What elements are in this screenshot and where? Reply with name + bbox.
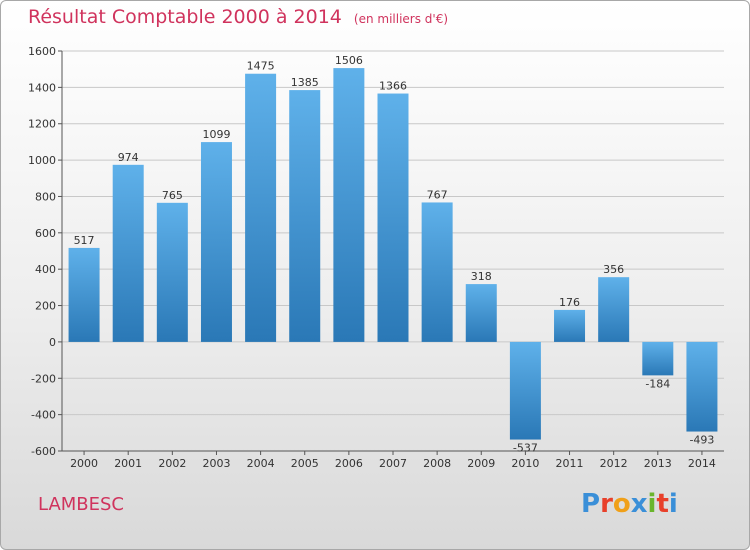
y-tick-label: 1600: [28, 45, 56, 58]
y-tick-label: -600: [31, 445, 56, 458]
data-label-2008: 767: [427, 188, 448, 201]
y-tick-label: 1200: [28, 118, 56, 131]
bar-2007: [377, 93, 409, 342]
bar-2011: [554, 309, 586, 342]
logo-letter: r: [600, 489, 613, 519]
bar-2000: [68, 247, 100, 342]
bars: [68, 68, 718, 440]
chart-title-text: Résultat Comptable 2000 à 2014: [28, 6, 342, 28]
bar-2013: [642, 341, 674, 376]
data-label-2012: 356: [603, 263, 624, 276]
data-label-2003: 1099: [202, 128, 230, 141]
data-label-2014: -493: [689, 434, 714, 447]
logo-letter: i: [668, 489, 678, 519]
data-label-2004: 1475: [247, 60, 275, 73]
data-label-2010: -537: [513, 442, 538, 455]
chart-title: Résultat Comptable 2000 à 2014 (en millie…: [28, 6, 448, 28]
y-tick-label: 1400: [28, 81, 56, 94]
y-tick-label: 0: [49, 336, 56, 349]
data-label-2005: 1385: [291, 76, 319, 89]
y-tick-label: 600: [35, 227, 56, 240]
x-tick-label-2010: 2010: [511, 457, 539, 470]
data-label-2002: 765: [162, 189, 183, 202]
x-tick-label-2001: 2001: [114, 457, 142, 470]
data-label-2006: 1506: [335, 54, 363, 67]
x-tick-label-2013: 2013: [644, 457, 672, 470]
bar-2002: [156, 202, 188, 342]
bar-2004: [245, 73, 277, 342]
bar-2009: [465, 284, 497, 342]
x-tick-label-2007: 2007: [379, 457, 407, 470]
x-tick-label-2002: 2002: [158, 457, 186, 470]
x-tick-label-2009: 2009: [467, 457, 495, 470]
logo-letter: o: [612, 489, 631, 519]
bar-2008: [421, 202, 453, 342]
logo-letter: i: [647, 489, 657, 519]
y-tick-label: 200: [35, 300, 56, 313]
chart-subtitle: (en milliers d'€): [353, 12, 449, 26]
bar-2014: [686, 341, 718, 432]
y-tick-label: 400: [35, 263, 56, 276]
data-label-2009: 318: [471, 270, 492, 283]
y-tick-labels: -600 -400 -200 0 200 400 600 800 1000 1200 1400 160…: [28, 45, 56, 458]
data-label-2007: 1366: [379, 80, 407, 93]
x-tick-label-2011: 2011: [556, 457, 584, 470]
data-label-2001: 974: [118, 151, 139, 164]
logo-letter: x: [630, 489, 648, 519]
bar-2006: [333, 68, 365, 342]
bar-2001: [112, 164, 144, 342]
y-tick-label: -200: [31, 372, 56, 385]
x-tick-label-2014: 2014: [688, 457, 716, 470]
x-tick-label-2005: 2005: [291, 457, 319, 470]
x-tick-label-2012: 2012: [600, 457, 628, 470]
bar-2003: [200, 142, 232, 342]
x-tick-label-2006: 2006: [335, 457, 363, 470]
logo-letter: P: [581, 489, 601, 519]
x-tick-labels: 2000 2001 2002 2003 2004 2005 2006 2007 2008 2009…: [70, 451, 716, 470]
y-tick-label: 1000: [28, 154, 56, 167]
data-labels: 517 974 765 1099 1475 1385 1506 1366 767 318 -537 1…: [74, 54, 715, 454]
proxiti-logo[interactable]: Proxiti: [581, 489, 678, 519]
y-tick-label: -400: [31, 409, 56, 422]
x-tick-label-2003: 2003: [202, 457, 230, 470]
y-tick-label: 800: [35, 190, 56, 203]
bar-2010: [509, 341, 541, 440]
commune-name: LAMBESC: [38, 494, 125, 515]
bar-2012: [598, 277, 630, 342]
data-label-2011: 176: [559, 296, 580, 309]
x-tick-label-2008: 2008: [423, 457, 451, 470]
bar-2005: [289, 90, 321, 342]
logo-letter: t: [656, 489, 669, 519]
x-tick-label-2000: 2000: [70, 457, 98, 470]
data-label-2013: -184: [645, 377, 670, 390]
x-tick-label-2004: 2004: [247, 457, 275, 470]
data-label-2000: 517: [74, 234, 95, 247]
